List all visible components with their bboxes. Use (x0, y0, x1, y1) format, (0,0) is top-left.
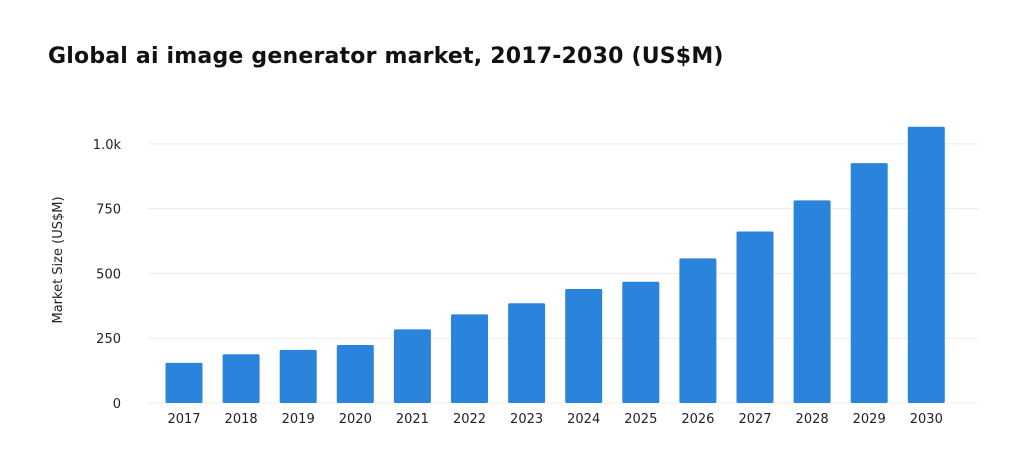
y-axis-label: Market Size (US$M) (51, 196, 66, 323)
x-tick-label: 2030 (910, 412, 943, 427)
bar-2018 (222, 354, 260, 403)
y-tick-label: 1.0k (93, 138, 122, 153)
x-tick-label: 2020 (339, 412, 372, 427)
x-tick-label: 2029 (853, 412, 886, 427)
y-tick-label: 500 (96, 267, 121, 282)
x-tick-label: 2021 (396, 412, 429, 427)
bar-2024 (565, 289, 603, 403)
x-tick-label: 2019 (282, 412, 315, 427)
x-tick-label: 2026 (681, 412, 714, 427)
x-tick-label: 2022 (453, 412, 486, 427)
x-tick-label: 2028 (796, 412, 829, 427)
y-tick-label: 0 (113, 397, 121, 412)
y-tick-label: 250 (96, 332, 121, 347)
bar-2028 (793, 200, 831, 403)
y-axis-ticks: 0 250 500 750 1.0k (93, 138, 122, 412)
bar-2017 (165, 362, 203, 403)
x-tick-label: 2027 (738, 412, 771, 427)
bar-2026 (679, 258, 717, 403)
chart-title: Global ai image generator market, 2017-2… (48, 44, 724, 69)
bar-2019 (279, 349, 317, 403)
bar-2029 (850, 163, 888, 403)
bars (165, 126, 945, 404)
bar-2025 (622, 281, 660, 403)
bar-2020 (336, 344, 374, 403)
x-tick-label: 2018 (225, 412, 258, 427)
x-tick-label: 2025 (624, 412, 657, 427)
x-axis-ticks: 2017 2018 2019 2020 2021 2022 2023 2024 2025 2026… (167, 412, 942, 427)
bar-2023 (508, 303, 546, 403)
x-tick-label: 2023 (510, 412, 543, 427)
bar-2030 (907, 126, 945, 404)
bar-2027 (736, 231, 774, 403)
bar-2021 (393, 329, 431, 403)
bar-2022 (451, 314, 488, 403)
x-tick-label: 2024 (567, 412, 600, 427)
x-tick-label: 2017 (167, 412, 200, 427)
y-tick-label: 750 (96, 203, 121, 218)
